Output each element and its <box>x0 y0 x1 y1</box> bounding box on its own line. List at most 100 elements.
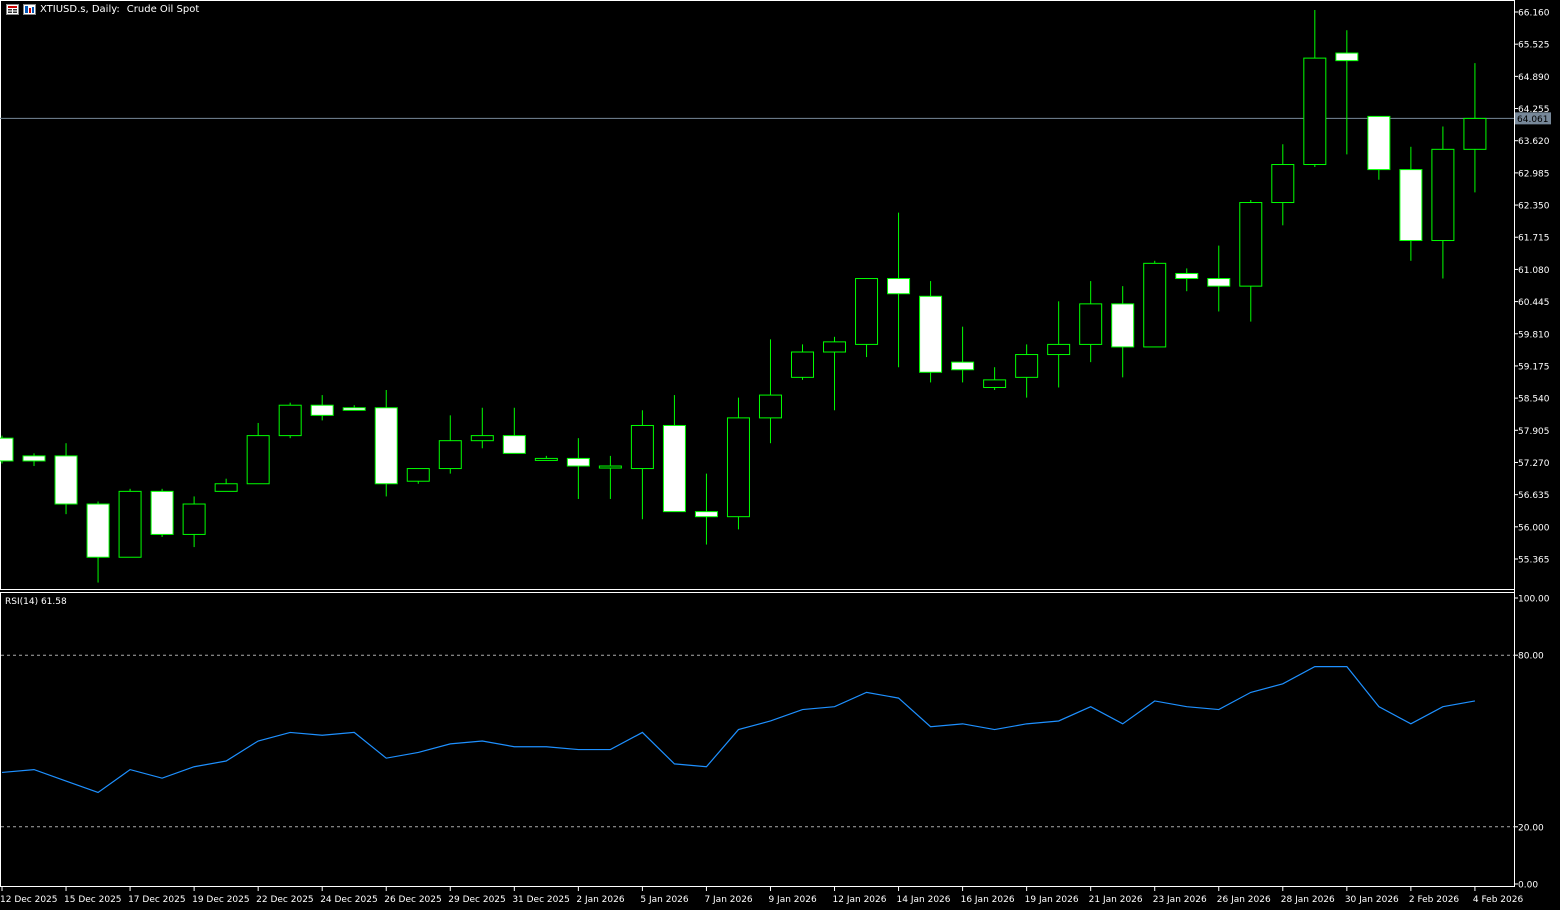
current-price-label: 64.061 <box>1517 115 1549 125</box>
bull-candle-body[interactable] <box>1143 262 1167 348</box>
bull-candle-body[interactable] <box>598 465 622 469</box>
chart-symbol-description: Crude Oil Spot <box>126 3 200 15</box>
price-tick-label: 59.175 <box>1518 362 1550 372</box>
rsi-tick-label: 80.00 <box>1518 652 1544 662</box>
bull-candle-body[interactable] <box>630 424 654 470</box>
bear-candle-body[interactable] <box>54 455 78 505</box>
price-tick-label: 56.635 <box>1518 491 1550 501</box>
bull-candle-body[interactable] <box>534 457 558 461</box>
bear-candle-body[interactable] <box>150 490 174 535</box>
bull-candle-body[interactable] <box>278 404 302 437</box>
bull-candle-body[interactable] <box>118 490 142 558</box>
price-tick-label: 64.255 <box>1518 105 1550 115</box>
bear-candle-body[interactable] <box>951 361 975 371</box>
price-tick-label: 66.160 <box>1518 9 1550 19</box>
x-axis-label: 21 Jan 2026 <box>1089 895 1143 905</box>
bull-candle-body[interactable] <box>246 435 270 485</box>
bull-candle-body[interactable] <box>470 435 494 442</box>
chart-title-bar: XTIUSD.s, Daily: Crude Oil Spot <box>6 2 199 16</box>
bear-candle-body[interactable] <box>1399 169 1423 242</box>
x-axis-label: 19 Dec 2025 <box>192 895 250 905</box>
bull-candle-body[interactable] <box>1463 117 1487 150</box>
x-axis-label: 19 Jan 2026 <box>1025 895 1079 905</box>
x-axis-label: 12 Jan 2026 <box>833 895 887 905</box>
bear-candle-body[interactable] <box>502 435 526 454</box>
bull-candle-body[interactable] <box>1239 202 1263 287</box>
rsi-series-line <box>1 666 1476 794</box>
bear-candle-body[interactable] <box>342 407 366 411</box>
bear-candle-body[interactable] <box>566 457 590 467</box>
price-tick-label: 56.000 <box>1518 523 1550 533</box>
bear-candle-body[interactable] <box>86 503 110 558</box>
price-tick-label: 57.270 <box>1518 459 1550 469</box>
x-axis-label: 26 Dec 2025 <box>384 895 442 905</box>
x-axis-label: 15 Dec 2025 <box>64 895 122 905</box>
bear-candle-body[interactable] <box>887 278 911 295</box>
price-tick-label: 64.890 <box>1518 73 1550 83</box>
price-tick-label: 62.350 <box>1518 202 1550 212</box>
x-axis-label: 14 Jan 2026 <box>897 895 951 905</box>
bull-candle-body[interactable] <box>1047 343 1071 356</box>
bear-candle-body[interactable] <box>694 511 718 518</box>
x-axis-label: 2 Jan 2026 <box>576 895 624 905</box>
x-axis-label: 4 Feb 2026 <box>1473 895 1524 905</box>
chart-properties-icon[interactable] <box>6 3 19 15</box>
bear-candle-body[interactable] <box>0 437 14 462</box>
bear-candle-body[interactable] <box>919 295 943 373</box>
price-tick-label: 55.365 <box>1518 556 1550 566</box>
price-tick-label: 61.715 <box>1518 234 1550 244</box>
price-tick-label: 62.985 <box>1518 169 1550 179</box>
price-panel-frame <box>0 0 1515 590</box>
x-axis-label: 17 Dec 2025 <box>128 895 186 905</box>
bull-candle-body[interactable] <box>855 278 879 345</box>
x-axis-label: 23 Jan 2026 <box>1153 895 1207 905</box>
x-axis-label: 16 Jan 2026 <box>961 895 1015 905</box>
bear-candle-body[interactable] <box>22 455 46 462</box>
x-axis-label: 12 Dec 2025 <box>0 895 58 905</box>
x-axis-label: 7 Jan 2026 <box>704 895 752 905</box>
x-axis-label: 9 Jan 2026 <box>768 895 816 905</box>
bull-candle-body[interactable] <box>791 351 814 378</box>
bear-candle-body[interactable] <box>1207 278 1231 287</box>
bull-candle-body[interactable] <box>182 503 206 535</box>
bull-candle-body[interactable] <box>406 468 430 482</box>
price-tick-label: 61.080 <box>1518 266 1550 276</box>
bull-candle-body[interactable] <box>1303 57 1327 166</box>
bear-candle-body[interactable] <box>310 404 334 416</box>
rsi-tick-label: 100.00 <box>1518 595 1550 605</box>
rsi-indicator-label: RSI(14) 61.58 <box>5 597 67 607</box>
rsi-panel-frame <box>0 592 1515 887</box>
bear-candle-body[interactable] <box>1175 272 1199 280</box>
x-axis-label: 31 Dec 2025 <box>512 895 570 905</box>
chart-symbol-title: XTIUSD.s, Daily: <box>40 3 120 15</box>
bear-candle-body[interactable] <box>374 407 398 485</box>
x-axis-label: 29 Dec 2025 <box>448 895 506 905</box>
x-axis-label: 2 Feb 2026 <box>1409 895 1460 905</box>
rsi-tick-label: 0.00 <box>1518 881 1538 891</box>
rsi-tick-label: 20.00 <box>1518 823 1544 833</box>
bull-candle-body[interactable] <box>1271 164 1295 204</box>
x-axis-label: 22 Dec 2025 <box>256 895 314 905</box>
bull-candle-body[interactable] <box>1015 354 1039 378</box>
bull-candle-body[interactable] <box>983 379 1007 388</box>
bear-candle-body[interactable] <box>1335 52 1359 62</box>
bull-candle-body[interactable] <box>1431 148 1455 242</box>
terminal-icon[interactable] <box>23 3 36 15</box>
current-price-badge <box>1515 112 1551 125</box>
x-axis-label: 28 Jan 2026 <box>1281 895 1335 905</box>
bull-candle-body[interactable] <box>823 341 847 353</box>
x-axis-label: 5 Jan 2026 <box>640 895 688 905</box>
bear-candle-body[interactable] <box>662 424 686 513</box>
bear-candle-body[interactable] <box>1111 303 1135 348</box>
bear-candle-body[interactable] <box>1367 115 1391 171</box>
bull-candle-body[interactable] <box>214 483 238 492</box>
bull-candle-body[interactable] <box>758 394 782 419</box>
price-tick-label: 58.540 <box>1518 395 1550 405</box>
bull-candle-body[interactable] <box>438 440 462 470</box>
bull-candle-body[interactable] <box>726 417 750 518</box>
price-tick-label: 57.905 <box>1518 427 1550 437</box>
x-axis-label: 24 Dec 2025 <box>320 895 378 905</box>
price-tick-label: 65.525 <box>1518 41 1550 51</box>
bull-candle-body[interactable] <box>1079 303 1103 345</box>
